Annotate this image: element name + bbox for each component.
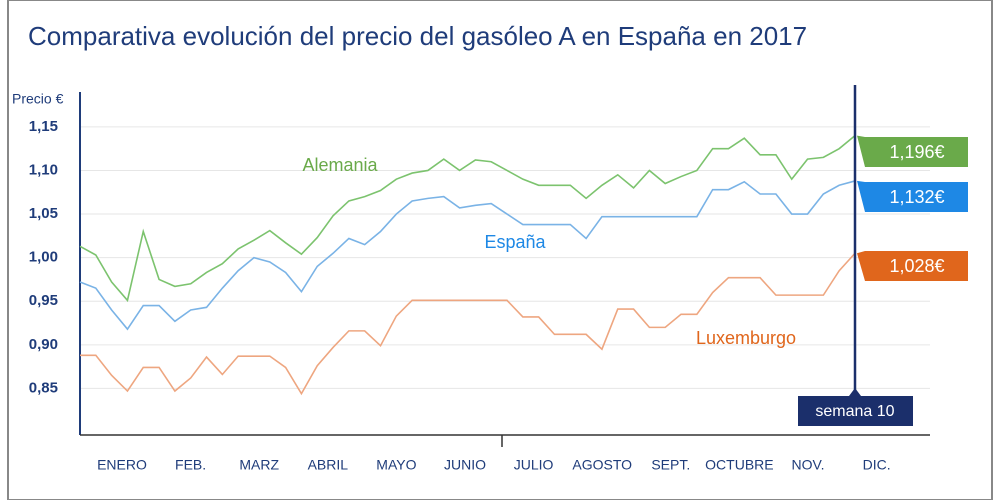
line-series (79, 134, 856, 303)
end-label: 1,028€ (889, 256, 944, 276)
marker-box (798, 388, 913, 426)
y-tick-label: 1,00 (29, 249, 58, 266)
line-series (79, 180, 856, 331)
month-label: SEPT. (651, 457, 690, 473)
y-tick-label: 1,15 (29, 118, 58, 135)
chart-title: Comparativa evolución del precio del gas… (28, 21, 807, 51)
y-tick-label: 1,10 (29, 161, 58, 178)
y-tick-label: 0,85 (29, 379, 58, 396)
series-name: España (484, 232, 546, 252)
month-label: FEB. (175, 457, 206, 473)
y-tick-label: 1,05 (29, 205, 58, 222)
month-label: ABRIL (308, 457, 349, 473)
line-series (80, 252, 856, 396)
month-label: AGOSTO (572, 457, 632, 473)
month-label: JUNIO (444, 457, 486, 473)
month-label: JULIO (514, 457, 554, 473)
end-label: 1,196€ (889, 142, 944, 162)
series-name: Alemania (302, 155, 378, 175)
marker-label: semana 10 (815, 403, 894, 420)
end-label: 1,132€ (889, 187, 944, 207)
month-label: DIC. (863, 457, 891, 473)
y-tick-label: 0,95 (29, 292, 58, 309)
series-name: Luxemburgo (696, 328, 796, 348)
month-label: ENERO (97, 457, 147, 473)
y-tick-label: 0,90 (29, 336, 58, 353)
end-flag (857, 251, 968, 281)
end-flag (857, 135, 968, 167)
y-axis-label: Precio € (12, 91, 64, 107)
month-label: OCTUBRE (705, 457, 773, 473)
end-flag (857, 180, 968, 212)
month-label: MAYO (376, 457, 416, 473)
month-label: NOV. (792, 457, 825, 473)
month-label: MARZ (239, 457, 279, 473)
